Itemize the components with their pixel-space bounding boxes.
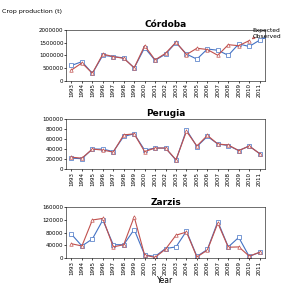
X-axis label: Year: Year xyxy=(157,276,174,285)
Text: Crop production (t): Crop production (t) xyxy=(2,9,61,14)
Title: Perugia: Perugia xyxy=(146,109,185,118)
Title: Zarzis: Zarzis xyxy=(150,198,181,207)
Text: Observed: Observed xyxy=(252,34,281,39)
Title: Córdoba: Córdoba xyxy=(144,20,187,29)
Text: Expected: Expected xyxy=(252,28,280,39)
